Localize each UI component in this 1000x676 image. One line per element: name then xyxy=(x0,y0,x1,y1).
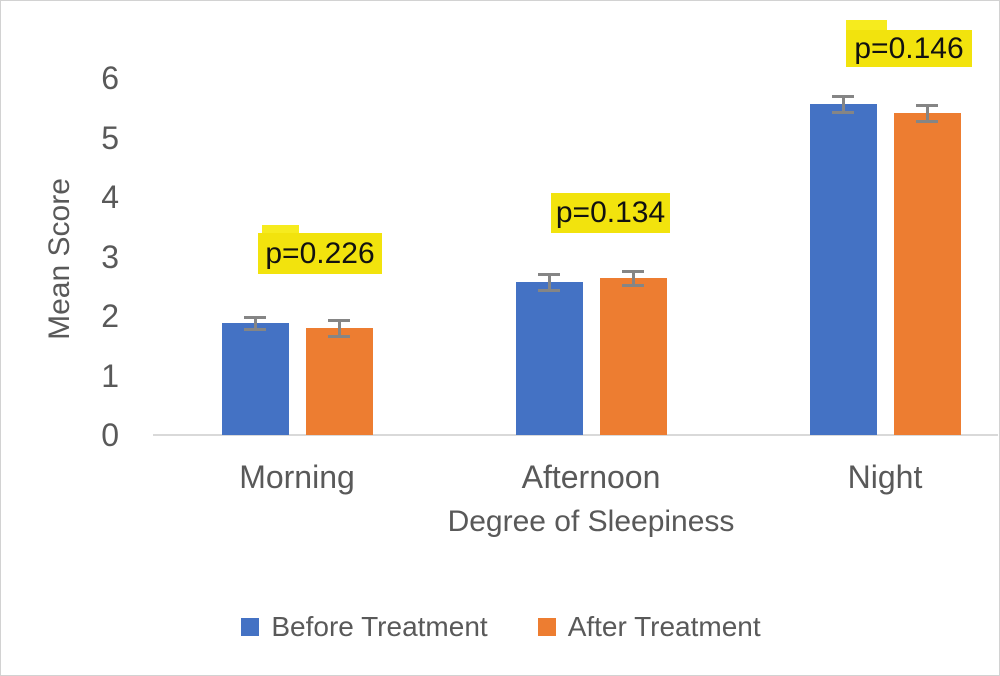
y-tick-label: 4 xyxy=(101,179,119,215)
error-bar-cap-top xyxy=(622,269,644,273)
error-bar-stem xyxy=(547,274,551,290)
legend-swatch-icon xyxy=(241,618,260,636)
error-bar-cap-top xyxy=(538,273,560,277)
error-bar-stem xyxy=(337,319,341,337)
y-tick-label: 0 xyxy=(101,417,119,453)
legend: Before Treatment After Treatment xyxy=(1,607,999,647)
y-tick-label: 1 xyxy=(101,357,119,394)
x-axis-line xyxy=(153,434,998,436)
x-axis-title: Degree of Sleepiness xyxy=(447,505,735,538)
error-bar-stem xyxy=(253,317,257,330)
category-label-night: Night xyxy=(847,459,923,495)
legend-swatch-icon xyxy=(537,618,556,636)
p-value-annotation: p=0.146 xyxy=(846,30,972,67)
error-bar-cap-top xyxy=(916,104,938,108)
error-bar-cap-bottom xyxy=(538,288,560,292)
error-bar-cap-bottom xyxy=(916,119,938,123)
legend-item: Before Treatment xyxy=(241,611,488,643)
bar-after-treatment-morning xyxy=(305,327,373,435)
error-bar-cap-top xyxy=(328,318,350,322)
error-bar-cap-bottom xyxy=(832,110,854,114)
legend-label: After Treatment xyxy=(567,611,761,642)
category-label-morning: Morning xyxy=(239,459,355,495)
bar-before-treatment-afternoon xyxy=(515,282,583,435)
p-value-annotation: p=0.226 xyxy=(258,233,382,274)
error-bar-cap-top xyxy=(832,95,854,99)
y-tick-label: 5 xyxy=(101,119,119,156)
legend-item: After Treatment xyxy=(537,611,761,643)
bar-before-treatment-morning xyxy=(221,323,289,435)
p-value-annotation: p=0.134 xyxy=(551,193,670,233)
error-bar-cap-bottom xyxy=(328,335,350,339)
error-bar-cap-bottom xyxy=(622,284,644,288)
error-bar-cap-bottom xyxy=(244,328,266,332)
error-bar-cap-top xyxy=(244,316,266,320)
y-tick-label: 6 xyxy=(101,60,119,96)
bar-before-treatment-night xyxy=(809,104,877,435)
error-bar-stem xyxy=(841,96,845,112)
category-label-afternoon: Afternoon xyxy=(521,459,661,495)
error-bar-stem xyxy=(925,105,929,121)
legend-label: Before Treatment xyxy=(271,611,488,642)
error-bar-stem xyxy=(631,270,635,286)
bar-after-treatment-afternoon xyxy=(599,277,667,435)
y-tick-label: 2 xyxy=(101,298,119,334)
bar-after-treatment-night xyxy=(893,113,961,435)
y-tick-label: 3 xyxy=(101,238,119,275)
